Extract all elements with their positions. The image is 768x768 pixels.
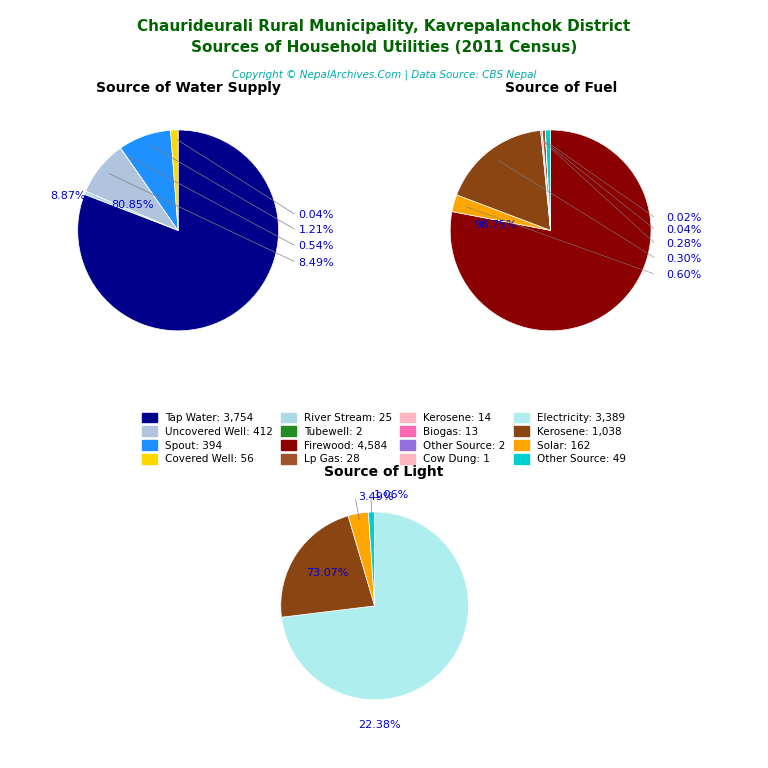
Wedge shape <box>121 148 178 230</box>
Text: 22.38%: 22.38% <box>358 720 401 730</box>
Text: 3.49%: 3.49% <box>358 492 393 502</box>
Text: 73.07%: 73.07% <box>306 568 349 578</box>
Title: Source of Light: Source of Light <box>324 465 444 478</box>
Text: 80.85%: 80.85% <box>111 200 154 210</box>
Wedge shape <box>281 512 468 700</box>
Text: Chaurideurali Rural Municipality, Kavrepalanchok District
Sources of Household U: Chaurideurali Rural Municipality, Kavrep… <box>137 19 631 55</box>
Text: 98.75%: 98.75% <box>474 220 517 230</box>
Wedge shape <box>452 195 551 230</box>
Wedge shape <box>78 130 279 331</box>
Wedge shape <box>121 131 178 230</box>
Text: 1.06%: 1.06% <box>374 490 409 500</box>
Text: Copyright © NepalArchives.Com | Data Source: CBS Nepal: Copyright © NepalArchives.Com | Data Sou… <box>232 69 536 80</box>
Text: 0.04%: 0.04% <box>299 210 334 220</box>
Wedge shape <box>170 130 178 230</box>
Wedge shape <box>545 130 551 230</box>
Wedge shape <box>281 516 375 617</box>
Wedge shape <box>457 131 551 230</box>
Text: 8.87%: 8.87% <box>51 191 86 201</box>
Text: 0.30%: 0.30% <box>666 253 701 263</box>
Title: Source of Water Supply: Source of Water Supply <box>96 81 280 94</box>
Text: 0.02%: 0.02% <box>666 214 701 223</box>
Wedge shape <box>545 130 551 230</box>
Wedge shape <box>542 131 551 230</box>
Wedge shape <box>541 131 551 230</box>
Wedge shape <box>542 130 551 230</box>
Text: 0.54%: 0.54% <box>299 241 334 251</box>
Wedge shape <box>450 130 651 331</box>
Legend: Tap Water: 3,754, Uncovered Well: 412, Spout: 394, Covered Well: 56, River Strea: Tap Water: 3,754, Uncovered Well: 412, S… <box>137 409 631 468</box>
Text: 1.21%: 1.21% <box>299 225 334 236</box>
Wedge shape <box>86 148 178 230</box>
Wedge shape <box>348 512 375 606</box>
Title: Source of Fuel: Source of Fuel <box>505 81 617 94</box>
Wedge shape <box>369 512 375 606</box>
Text: 0.60%: 0.60% <box>666 270 701 280</box>
Wedge shape <box>84 191 178 230</box>
Text: 8.49%: 8.49% <box>299 257 334 267</box>
Text: 0.04%: 0.04% <box>666 225 701 236</box>
Text: 0.28%: 0.28% <box>666 240 702 250</box>
